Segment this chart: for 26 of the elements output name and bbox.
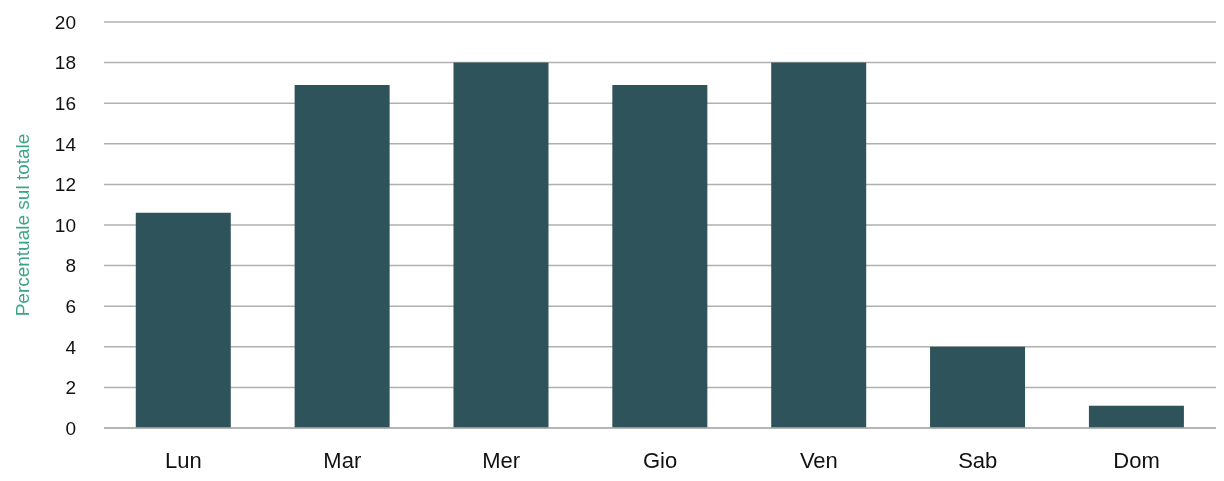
x-tick-label: Sab	[958, 447, 998, 473]
x-tick-label: Ven	[799, 447, 838, 473]
y-tick-label: 2	[65, 377, 76, 399]
y-tick-label: 6	[65, 295, 76, 317]
y-tick-label: 18	[54, 52, 76, 74]
y-axis-title: Percentuale sul totale	[11, 133, 33, 317]
x-tick-label: Mer	[482, 447, 521, 473]
y-tick-label: 10	[54, 214, 76, 236]
bar	[135, 212, 231, 428]
bar	[930, 346, 1026, 428]
x-tick-label: Gio	[642, 447, 678, 473]
bar	[453, 62, 549, 428]
y-tick-label: 12	[54, 174, 76, 196]
y-tick-label: 14	[54, 133, 77, 155]
y-tick-label: 8	[65, 255, 76, 277]
y-tick-label: 20	[54, 11, 76, 33]
bar	[612, 84, 708, 428]
bar	[771, 62, 867, 428]
bar	[294, 84, 390, 428]
x-tick-label: Lun	[165, 447, 202, 473]
bar	[1088, 405, 1184, 428]
x-tick-label: Dom	[1113, 447, 1160, 473]
y-tick-label: 0	[65, 417, 76, 439]
x-tick-label: Mar	[323, 447, 362, 473]
y-tick-label: 4	[65, 336, 77, 358]
y-tick-label: 16	[54, 92, 76, 114]
